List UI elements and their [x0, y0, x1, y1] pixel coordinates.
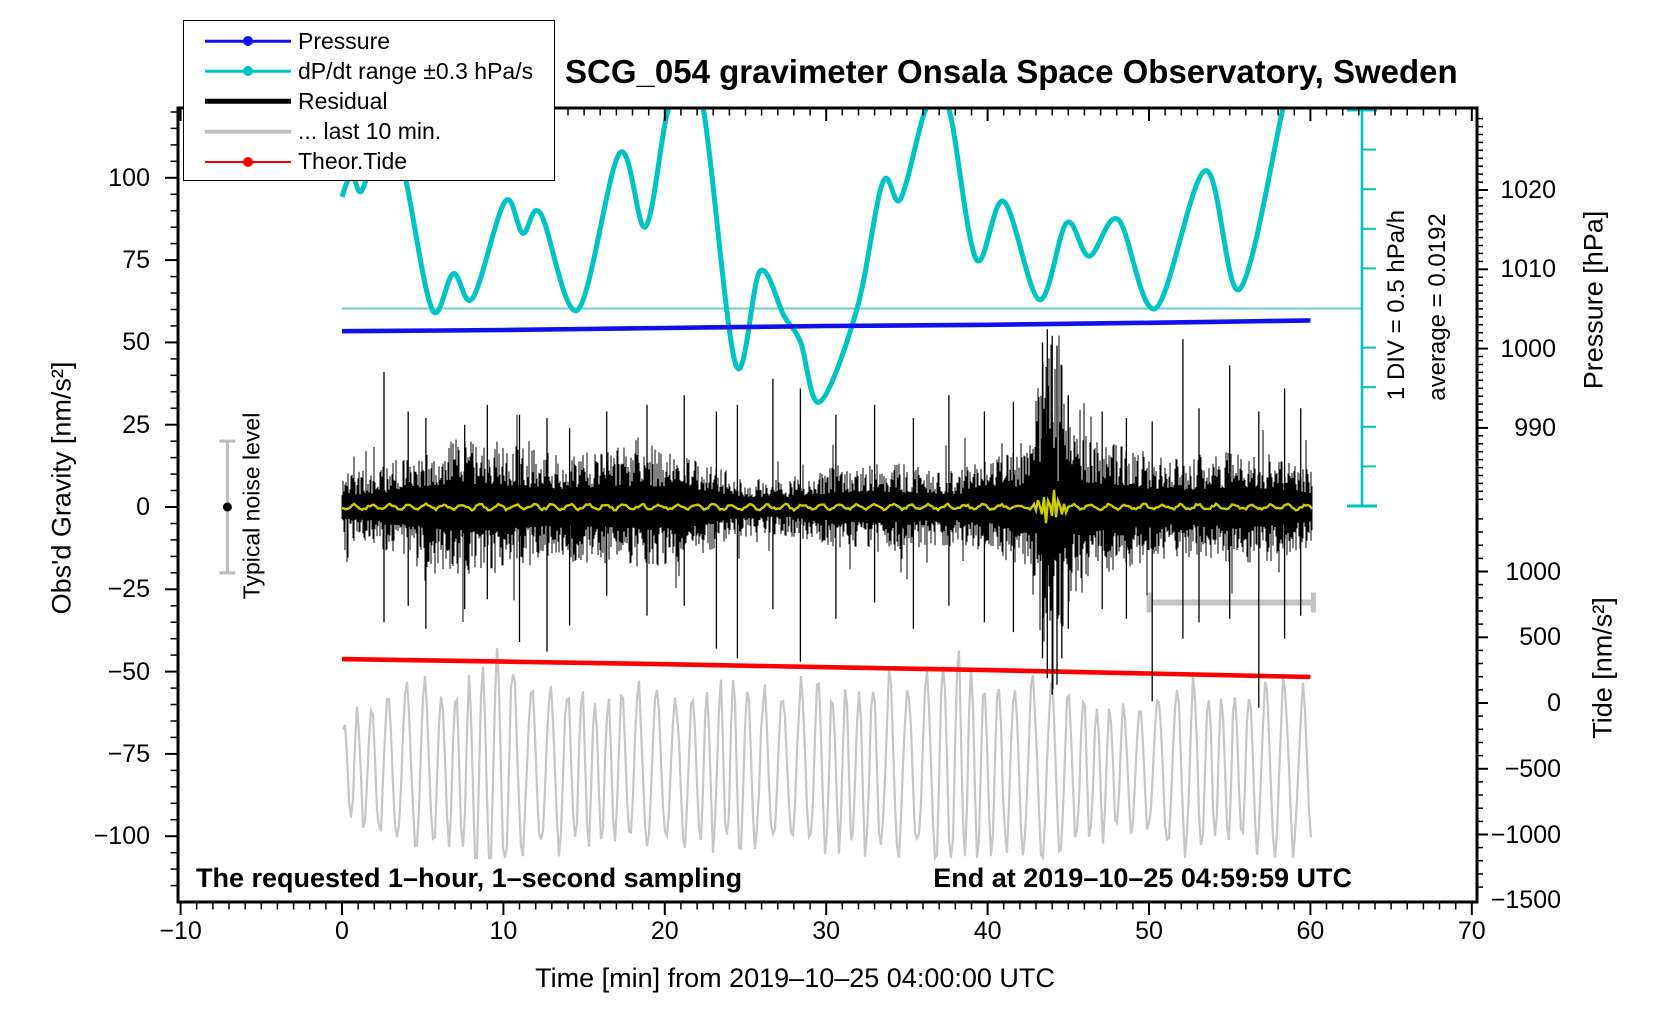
gravity-tick-label: −100 [93, 822, 150, 851]
pressure-tick-label: 1000 [1500, 334, 1556, 363]
legend: Pressure dP/dt range ±0.3 hPa/s Residual… [183, 20, 555, 181]
sampling-note: The requested 1–hour, 1–second sampling [196, 863, 743, 893]
x-tick-label: 40 [973, 917, 1002, 945]
tide-tick-label: −500 [1504, 754, 1561, 783]
legend-label: Theor.Tide [298, 148, 408, 175]
gravity-tick-label: −75 [107, 739, 150, 768]
page-title: SCG_054 gravimeter Onsala Space Observat… [565, 53, 1458, 90]
pressure-tick-label: 1010 [1500, 255, 1556, 284]
legend-item-theortide: Theor.Tide [184, 147, 554, 177]
tide-tick-label: 1000 [1505, 557, 1561, 586]
legend-item-pressure: Pressure [184, 26, 554, 56]
theortide-line-dot-icon [205, 147, 291, 177]
pressure-line-dot-icon [205, 26, 291, 56]
gravity-tick-label: −50 [107, 657, 150, 686]
x-tick-label: 0 [335, 917, 349, 945]
residual-line-icon [205, 86, 291, 116]
scalebar-average-label: average = 0.0192 [1424, 213, 1451, 401]
noise-level-marker [219, 439, 236, 575]
tide-tick-label: −1000 [1490, 820, 1561, 849]
gravity-tick-label: 25 [122, 410, 150, 439]
x-tick-label: 10 [489, 917, 518, 945]
x-tick-label: −10 [159, 917, 202, 945]
x-tick-label: 60 [1296, 917, 1325, 945]
x-tick-label: 50 [1135, 917, 1163, 945]
pressure-tick-label: 1020 [1500, 176, 1556, 204]
end-time-note: End at 2019–10–25 04:59:59 UTC [933, 863, 1352, 893]
scalebar-div-label: 1 DIV = 0.5 hPa/h [1383, 209, 1410, 401]
tide-tick-label: 500 [1519, 623, 1561, 652]
noise-level-label: Typical noise level [238, 412, 265, 600]
legend-item-residual: Residual [184, 86, 554, 116]
x-tick-label: 70 [1457, 917, 1486, 945]
legend-label: dP/dt range ±0.3 hPa/s [298, 57, 534, 84]
gravity-tick-label: 0 [136, 493, 150, 521]
last10min-curve [341, 647, 1313, 862]
legend-item-last10: ... last 10 min. [184, 117, 554, 147]
last10-span-bar [1146, 592, 1316, 613]
last10-line-icon [205, 117, 291, 147]
pressure-curve [341, 318, 1311, 334]
tide-axis-title: Tide [nm/s²] [1587, 597, 1618, 739]
dpdt-line-dot-icon [205, 56, 291, 86]
legend-label: Pressure [298, 27, 391, 54]
x-tick-label: 30 [812, 917, 841, 945]
gravity-tick-label: 100 [108, 163, 150, 192]
pressure-tick-label: 990 [1514, 413, 1556, 442]
x-tick-label: 20 [650, 917, 679, 945]
legend-label: Residual [298, 87, 388, 114]
plot-frame [176, 106, 1479, 904]
tide-tick-label: 0 [1547, 689, 1561, 717]
gravity-tick-label: 75 [122, 246, 150, 275]
theor-tide-curve [341, 656, 1311, 680]
legend-label: ... last 10 min. [298, 118, 442, 145]
tide-tick-label: −1500 [1490, 886, 1561, 915]
gravity-tick-label: −25 [107, 575, 150, 604]
residual-smoothed-curve [341, 489, 1313, 524]
gravity-tick-label: 50 [122, 328, 150, 357]
legend-item-dpdt: dP/dt range ±0.3 hPa/s [184, 56, 554, 86]
pressure-axis-title: Pressure [hPa] [1578, 210, 1609, 390]
x-axis-title: Time [min] from 2019–10–25 04:00:00 UTC [535, 963, 1055, 993]
dpdt-curve [339, 108, 1286, 405]
dpdt-scale-bar [1347, 108, 1377, 508]
